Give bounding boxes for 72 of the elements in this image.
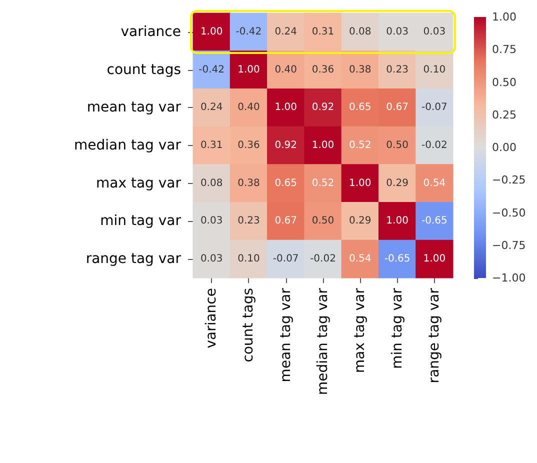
data-label: 0.08 — [349, 26, 372, 38]
data-label: 1.00 — [312, 140, 334, 151]
data-label: 0.03 — [386, 26, 408, 38]
color-bar-label: −0.50 — [492, 206, 526, 220]
data-label: -0.07 — [421, 102, 448, 114]
data-label: 0.10 — [238, 254, 260, 265]
y-tick-label: min tag var — [100, 213, 182, 230]
data-label: 0.24 — [200, 102, 223, 114]
data-label: 0.24 — [274, 26, 297, 38]
data-label: 0.03 — [200, 254, 223, 265]
color-bar-label: 1.00 — [492, 10, 516, 24]
y-tick-label: median tag var — [74, 138, 182, 154]
data-label: 0.54 — [423, 178, 446, 189]
data-label: 0.23 — [386, 64, 408, 76]
data-label: 0.65 — [349, 102, 372, 114]
data-label: 0.10 — [423, 64, 446, 76]
data-label: 0.67 — [386, 102, 408, 114]
x-tick-label: variance — [204, 288, 220, 348]
data-label: -0.42 — [236, 26, 262, 38]
data-label: 0.23 — [238, 216, 260, 227]
data-label: 0.38 — [349, 64, 372, 76]
data-label: 1.00 — [423, 254, 446, 265]
color-bar-label: 0.75 — [492, 43, 516, 56]
data-label: 0.92 — [274, 140, 297, 151]
data-label: -0.02 — [310, 254, 336, 265]
color-bar-label: −0.25 — [492, 174, 526, 187]
data-label: -0.65 — [421, 216, 448, 227]
data-label: 1.00 — [238, 64, 260, 76]
data-label: 1.00 — [349, 178, 372, 189]
y-tick-label: count tags — [106, 62, 181, 78]
x-tick-label: max tag var — [352, 288, 368, 373]
x-tick-label: count tags — [240, 288, 257, 362]
color-bar-label: −1.00 — [492, 272, 526, 284]
data-label: 0.36 — [238, 140, 260, 151]
y-tick-label: mean tag var — [86, 100, 182, 116]
x-tick-label: median tag var — [315, 288, 331, 395]
data-label: 0.36 — [312, 64, 334, 76]
data-label: -0.65 — [384, 254, 410, 265]
data-label: 0.67 — [274, 216, 297, 227]
data-label: 0.54 — [349, 254, 372, 265]
data-label: -0.07 — [272, 254, 299, 265]
data-label: 0.65 — [274, 178, 297, 189]
data-label: -0.42 — [198, 64, 225, 76]
y-tick-label: max tag var — [96, 175, 182, 192]
x-tick-label: range tag var — [426, 288, 442, 384]
color-bar-label: −0.75 — [492, 238, 526, 252]
y-tick-label: variance — [120, 24, 181, 40]
data-label: 0.31 — [312, 26, 334, 38]
data-label: 0.40 — [238, 102, 260, 114]
data-label: 0.31 — [200, 140, 223, 151]
data-label: 1.00 — [200, 26, 223, 38]
data-label: -0.02 — [421, 140, 448, 151]
data-label: 0.92 — [312, 102, 334, 114]
data-label: 0.29 — [349, 216, 372, 227]
data-label: 1.00 — [386, 216, 408, 227]
data-label: 0.52 — [349, 140, 372, 151]
x-tick-label: mean tag var — [278, 288, 294, 382]
color-bar-label: 0.25 — [492, 108, 516, 122]
data-label: 0.03 — [423, 26, 446, 38]
color-bar-label: 0.50 — [492, 76, 516, 89]
x-tick-label: min tag var — [389, 288, 406, 369]
data-label: 0.50 — [312, 216, 334, 227]
data-label: 0.50 — [386, 140, 408, 151]
data-label: 0.52 — [312, 178, 334, 189]
data-label: 0.29 — [386, 178, 408, 189]
data-label: 0.40 — [274, 64, 297, 76]
data-label: 0.38 — [238, 178, 260, 189]
color-bar-label: 0.00 — [492, 141, 516, 154]
data-label: 0.03 — [200, 216, 223, 227]
data-label: 1.00 — [274, 102, 297, 114]
data-label: 0.08 — [200, 178, 223, 189]
y-tick-label: range tag var — [86, 251, 182, 268]
